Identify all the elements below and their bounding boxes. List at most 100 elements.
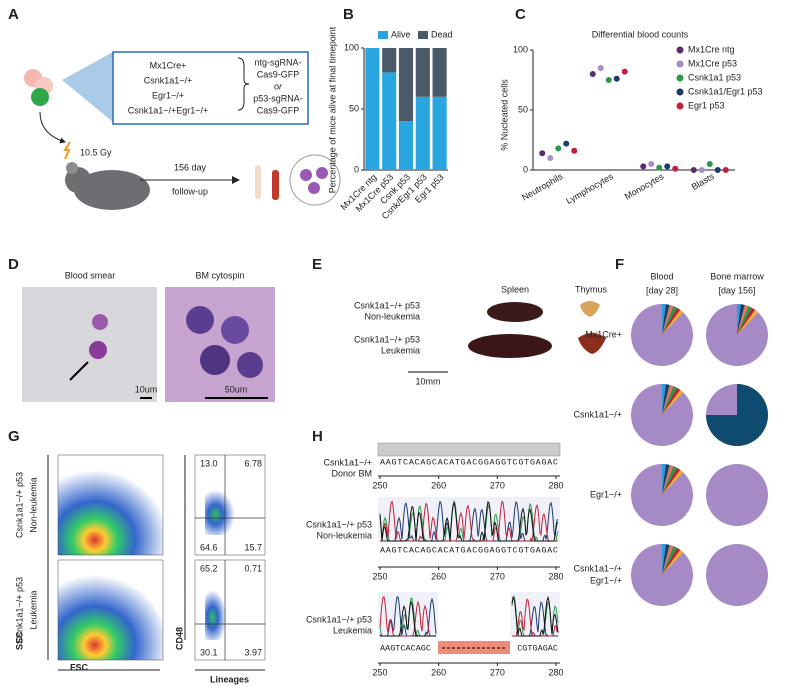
- clone-pie: [706, 544, 768, 606]
- clone-slice: [662, 307, 681, 335]
- dot: [648, 161, 655, 167]
- clone-slice: [662, 304, 670, 335]
- genotype: Mx1Cre+: [150, 60, 187, 70]
- dot: [714, 167, 721, 173]
- flow-plots: [47, 454, 266, 671]
- scale: 10um: [135, 384, 158, 394]
- bar: [382, 48, 397, 73]
- x-tick-label: Monocytes: [623, 171, 666, 202]
- panel-letter: C: [515, 6, 526, 23]
- clone-slice: [662, 304, 666, 335]
- clone-slice: [662, 544, 670, 575]
- bar: [432, 48, 447, 97]
- sequence: CGTGAGAC: [517, 643, 558, 653]
- row-label: Csnk1a1−/+ p53: [14, 472, 24, 538]
- sequence: AAGTCACAGC: [380, 643, 431, 653]
- legend-label: Mx1Cre ntg: [688, 44, 735, 54]
- x-tick-label: Lymphocytes: [564, 171, 615, 206]
- legend-swatch: [378, 31, 388, 39]
- x-tick-label: 280: [548, 571, 563, 581]
- clone-pie: [706, 464, 768, 526]
- x-tick-label: 280: [548, 667, 563, 677]
- y-axis-label: Percentage of mice alive at final timepo…: [327, 26, 337, 193]
- legend-label: Dead: [431, 29, 453, 39]
- sequence: AAGTCACAGCACATGACGGAGGTCGTGAGAC: [380, 545, 558, 555]
- x-tick-label: 270: [490, 667, 505, 677]
- y-tick-label: 100: [344, 42, 359, 52]
- x-tick-label: 250: [372, 667, 387, 677]
- bar: [365, 48, 380, 170]
- column-label: Bone marrow: [710, 271, 764, 281]
- axis-label: Lineages: [210, 674, 249, 684]
- clone-slice: [662, 549, 684, 575]
- panel-letter: D: [8, 256, 19, 273]
- trace: [511, 595, 559, 637]
- quadrant-value: 64.6: [200, 542, 218, 552]
- panel-letter: F: [615, 256, 624, 273]
- row-label: Leukemia: [28, 590, 38, 629]
- clone-slice: [737, 309, 759, 335]
- y-tick-label: 50: [349, 103, 359, 113]
- clone-slice: [662, 304, 674, 335]
- quadrant-value: 0.71: [244, 563, 262, 573]
- quadrant-value: 13.0: [200, 458, 218, 468]
- y-axis-label: % Nucleated cells: [499, 79, 509, 151]
- x-tick-label: 260: [431, 480, 446, 490]
- x-tick-label: 270: [490, 480, 505, 490]
- x-tick-label: 260: [431, 667, 446, 677]
- followup: follow-up: [172, 186, 208, 196]
- bar: [415, 48, 430, 97]
- construct: Cas9-GFP: [257, 105, 300, 115]
- clone-slice: [662, 387, 681, 415]
- axis-label: CD48: [174, 627, 184, 650]
- clone-slice: [662, 384, 674, 415]
- dot: [722, 167, 729, 173]
- clone-slice: [662, 467, 681, 495]
- clone-slice: [662, 464, 674, 495]
- row-label: Csnk1a1−/+ p53: [14, 577, 24, 643]
- panel-a-art: [24, 51, 341, 210]
- legend-label: Csnk1a1/Egr1 p53: [688, 86, 763, 96]
- dot: [664, 163, 671, 170]
- quadrant-value: 3.97: [244, 647, 262, 657]
- dot: [621, 68, 628, 75]
- clone-slice: [662, 389, 684, 415]
- quadrant-value: 6.78: [244, 458, 262, 468]
- x-tick-label: 270: [490, 571, 505, 581]
- row-label: Non-leukemia: [364, 311, 420, 321]
- clone-slice: [662, 544, 674, 575]
- dot: [605, 77, 612, 83]
- panel-letter: H: [312, 428, 323, 445]
- quadrant-value: 65.2: [200, 563, 218, 573]
- legend-marker: [676, 74, 684, 82]
- row-label: Csnk1a1−/+ p53: [306, 614, 372, 624]
- row-label: Non-leukemia: [28, 477, 38, 533]
- clone-slice: [706, 384, 768, 446]
- row-label: Mx1Cre+: [585, 329, 622, 339]
- row-label: Egr1−/+: [590, 575, 622, 585]
- y-tick-label: 100: [513, 44, 528, 54]
- bar: [382, 72, 397, 170]
- y-tick-label: 50: [518, 104, 528, 114]
- bar: [398, 48, 414, 122]
- clone-slice: [662, 547, 681, 575]
- row-label: Csnk1a1−/+ p53: [354, 334, 420, 344]
- x-tick-label: 260: [431, 571, 446, 581]
- axis-label: FSC: [70, 662, 89, 672]
- trace: [379, 501, 559, 542]
- bar: [415, 96, 430, 170]
- dot: [563, 140, 570, 147]
- genotype: Csnk1a1−/+: [144, 75, 193, 85]
- legend-swatch: [418, 31, 428, 39]
- row-label: Csnk1a1−/+: [573, 563, 622, 573]
- construct: p53-sgRNA-: [253, 93, 303, 103]
- dot: [613, 75, 620, 82]
- column-label: Spleen: [501, 284, 529, 294]
- x-tick-label: 250: [372, 480, 387, 490]
- image-title: Blood smear: [65, 270, 116, 280]
- clone-slice: [737, 307, 756, 335]
- scale: 50um: [225, 384, 248, 394]
- x-tick-label: 250: [372, 571, 387, 581]
- clone-slice: [662, 464, 666, 495]
- scale: 10mm: [415, 376, 440, 386]
